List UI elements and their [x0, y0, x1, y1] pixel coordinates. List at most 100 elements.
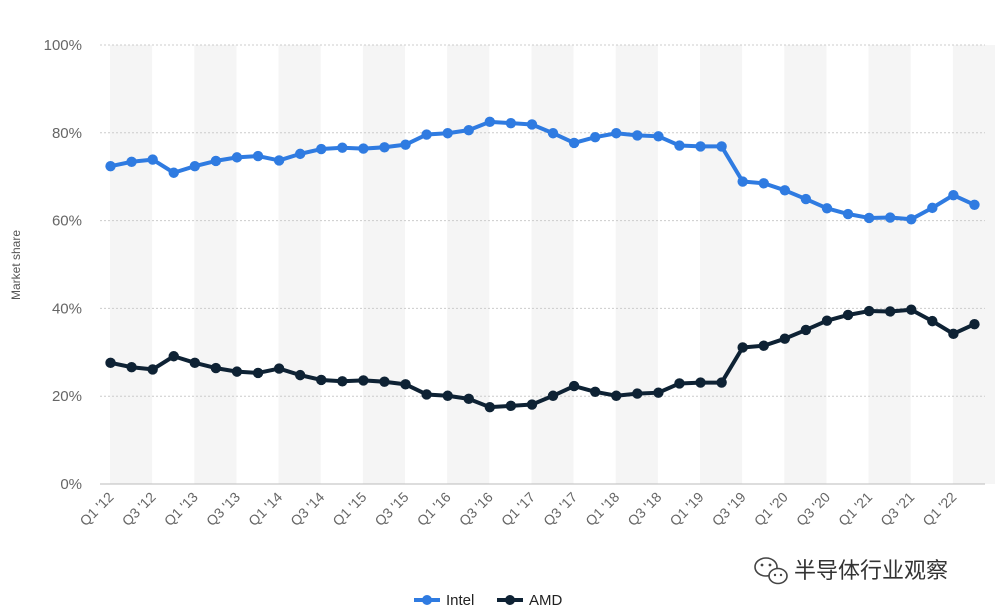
x-tick-label: Q1 '12 [76, 489, 116, 529]
y-tick-label: 80% [52, 125, 82, 142]
plot-band [868, 45, 911, 484]
data-point-intel [632, 130, 643, 141]
x-tick-label: Q3 '17 [540, 489, 580, 529]
data-point-amd [800, 324, 812, 336]
data-point-intel [695, 141, 706, 152]
data-point-amd [969, 319, 980, 330]
data-point-amd [863, 305, 875, 317]
data-point-amd [421, 389, 432, 400]
plot-band [615, 45, 658, 484]
data-point-amd [906, 304, 917, 315]
data-point-intel [547, 128, 559, 139]
plot-bands [110, 45, 995, 484]
data-point-intel [821, 203, 833, 214]
plot-band [784, 45, 827, 484]
data-point-intel [231, 152, 243, 163]
y-tick-label: 40% [52, 300, 82, 317]
x-axis-ticks: Q1 '12 Q3 '12 Q1 '13 Q3 '13 Q1 '14 Q3 '14 Q1 '… [76, 489, 959, 529]
data-point-amd [526, 399, 538, 410]
data-point-amd [716, 377, 727, 388]
x-tick-label: Q1 '15 [329, 489, 369, 529]
data-point-amd [400, 379, 411, 390]
x-tick-label: Q1 '21 [835, 489, 875, 529]
plot-band [110, 45, 153, 484]
legend-marker-intel [422, 595, 432, 605]
data-point-amd [653, 387, 664, 398]
data-point-amd [358, 375, 369, 386]
data-point-amd [273, 363, 285, 374]
data-point-intel [442, 128, 453, 139]
data-point-amd [147, 364, 158, 375]
data-point-intel [252, 150, 264, 162]
data-point-amd [252, 367, 264, 379]
data-point-intel [105, 160, 116, 172]
data-point-amd [231, 366, 243, 377]
data-point-intel [294, 148, 306, 160]
x-tick-label: Q3 '18 [624, 489, 664, 529]
data-point-amd [210, 362, 222, 374]
y-axis-label: Market share [9, 230, 23, 300]
data-point-amd [758, 340, 769, 351]
x-tick-label: Q1 '22 [919, 489, 959, 529]
data-point-intel [779, 185, 791, 196]
data-point-intel [884, 212, 896, 223]
series-layer [105, 116, 980, 413]
data-point-intel [653, 131, 664, 142]
gridlines [100, 44, 985, 485]
data-point-intel [168, 167, 179, 178]
data-point-amd [126, 362, 137, 373]
data-point-amd [105, 357, 116, 369]
data-point-amd [337, 376, 348, 387]
x-tick-label: Q3 '14 [287, 489, 327, 529]
data-point-intel [505, 117, 517, 129]
data-point-intel [674, 140, 685, 151]
data-point-intel [758, 178, 769, 189]
data-point-intel [126, 156, 137, 167]
x-tick-label: Q3 '12 [119, 489, 159, 529]
y-tick-label: 0% [60, 476, 82, 493]
data-point-intel [737, 176, 748, 187]
data-point-intel [842, 208, 854, 220]
data-point-amd [842, 309, 854, 321]
data-point-intel [400, 139, 411, 150]
data-point-intel [147, 154, 158, 165]
data-point-amd [168, 351, 179, 362]
data-point-intel [927, 202, 938, 214]
watermark: 半导体行业观察 [754, 557, 948, 585]
wechat-icon [754, 557, 788, 585]
x-tick-label: Q3 '13 [203, 489, 243, 529]
x-tick-label: Q3 '20 [793, 489, 833, 529]
legend-item-intel[interactable]: Intel [414, 592, 474, 609]
x-tick-label: Q1 '16 [414, 489, 454, 529]
data-point-intel [463, 124, 474, 136]
legend-item-amd[interactable]: AMD [497, 592, 563, 609]
x-tick-label: Q1 '13 [161, 489, 201, 529]
data-point-intel [906, 214, 917, 225]
plot-band [952, 45, 995, 484]
plot-band [194, 45, 237, 484]
data-point-intel [589, 131, 601, 143]
data-point-intel [273, 155, 285, 166]
legend-label-amd: AMD [529, 592, 563, 609]
x-tick-label: Q1 '18 [582, 489, 622, 529]
data-point-intel [484, 116, 496, 128]
data-point-intel [969, 199, 980, 210]
plot-band [700, 45, 743, 484]
data-point-amd [547, 390, 559, 401]
x-tick-label: Q3 '15 [371, 489, 411, 529]
data-point-intel [526, 119, 538, 130]
data-point-intel [421, 129, 432, 140]
data-point-amd [589, 386, 601, 398]
data-point-amd [505, 400, 517, 412]
data-point-amd [927, 315, 938, 327]
data-point-amd [611, 390, 622, 401]
data-point-amd [484, 401, 496, 413]
data-point-amd [737, 342, 748, 353]
watermark-text: 半导体行业观察 [794, 558, 948, 583]
data-point-amd [674, 378, 685, 389]
data-point-amd [695, 377, 706, 388]
y-tick-label: 60% [52, 213, 82, 230]
plot-band [531, 45, 574, 484]
legend: Intel AMD [414, 592, 563, 609]
x-tick-label: Q3 '16 [456, 489, 496, 529]
